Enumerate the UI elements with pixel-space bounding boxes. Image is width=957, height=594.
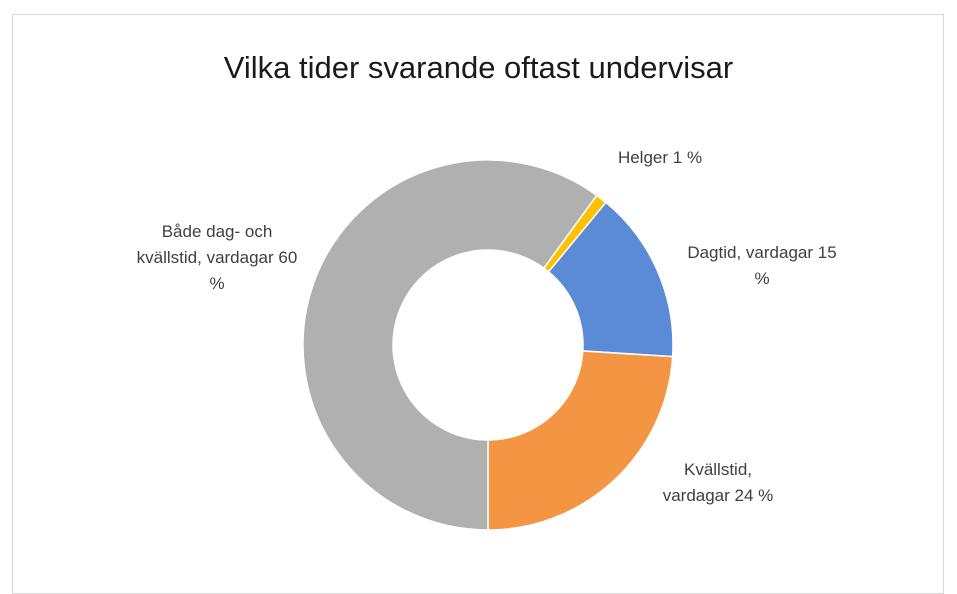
label-category: Både dag- och kvällstid, vardagar bbox=[136, 222, 274, 267]
donut-slice bbox=[487, 350, 674, 531]
label-value: 60 % bbox=[209, 248, 298, 293]
label-category: Helger bbox=[617, 148, 669, 167]
data-label: Kvällstid, vardagar 24 % bbox=[652, 457, 784, 509]
label-category: Kvällstid, vardagar bbox=[662, 460, 753, 505]
donut-slice bbox=[302, 159, 598, 531]
chart-title: Vilka tider svarande oftast undervisar bbox=[223, 50, 734, 85]
label-value: 15 % bbox=[754, 243, 837, 288]
chart bbox=[302, 159, 674, 531]
label-category: Dagtid, vardagar bbox=[687, 243, 814, 262]
data-label: Både dag- och kvällstid, vardagar 60 % bbox=[136, 219, 298, 297]
page: Vilka tider svarande oftast undervisar (… bbox=[12, 14, 944, 594]
data-label: Helger 1 % bbox=[618, 145, 702, 171]
label-value: 1 % bbox=[672, 148, 703, 167]
label-value: 24 % bbox=[734, 486, 774, 505]
data-label: Dagtid, vardagar 15 % bbox=[687, 240, 837, 292]
